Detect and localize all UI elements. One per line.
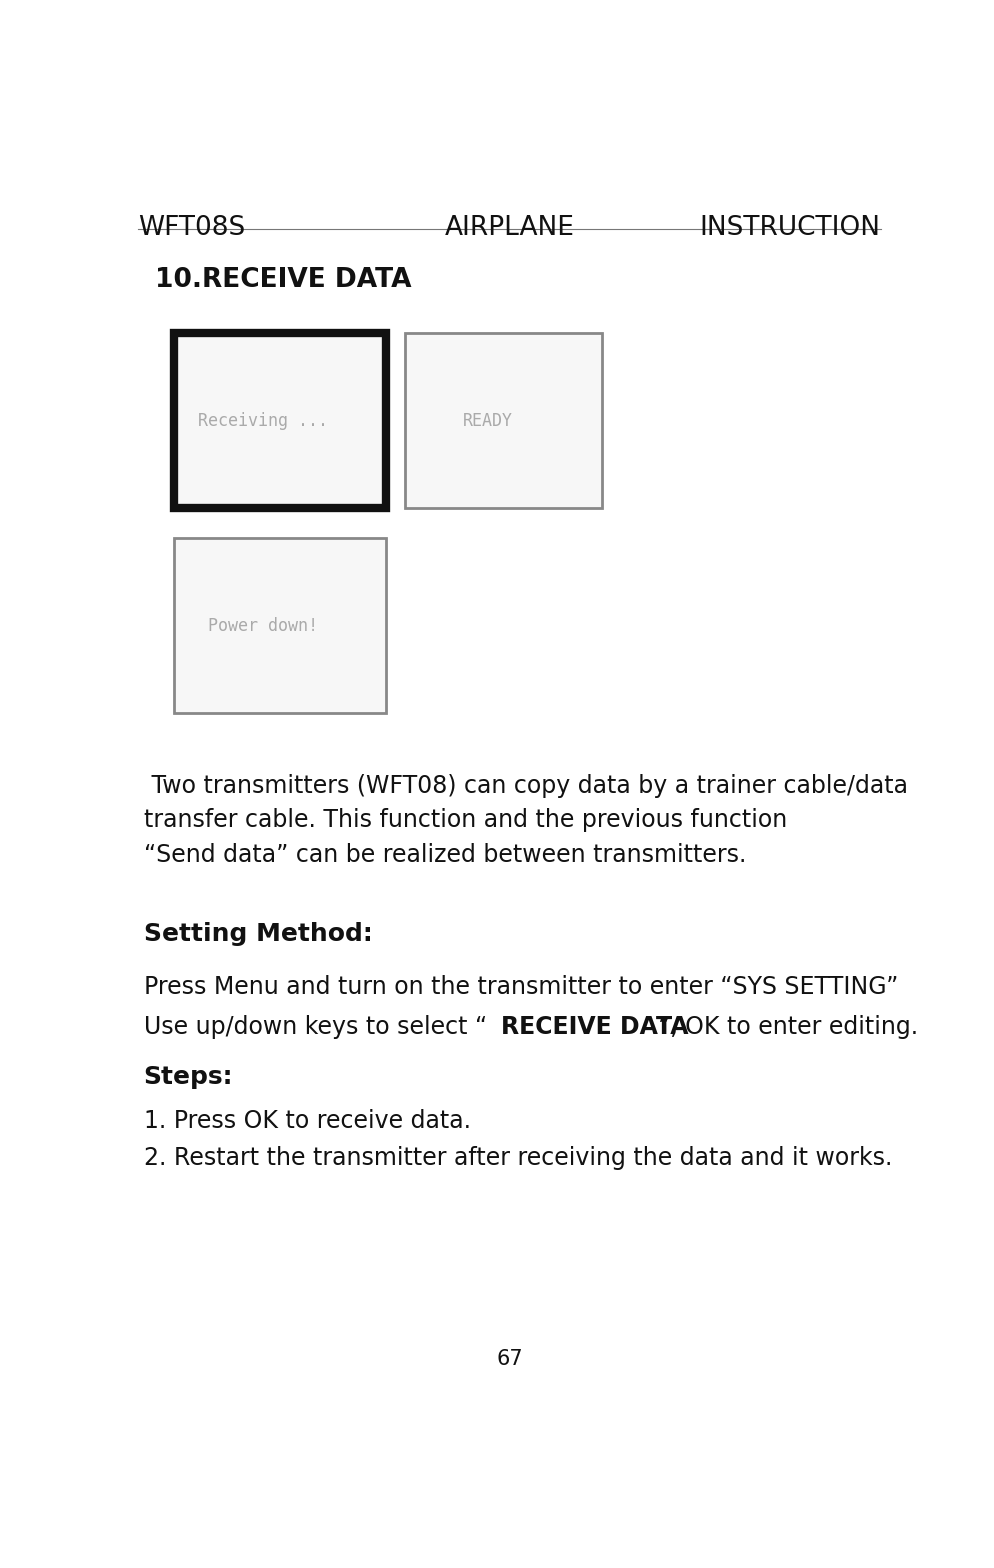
Text: 10.RECEIVE DATA: 10.RECEIVE DATA — [155, 267, 412, 293]
Text: RECEIVE DATA: RECEIVE DATA — [502, 1014, 689, 1040]
Text: 2. Restart the transmitter after receiving the data and it works.: 2. Restart the transmitter after receivi… — [143, 1146, 892, 1170]
Text: Power down!: Power down! — [209, 616, 318, 635]
Text: Setting Method:: Setting Method: — [143, 922, 373, 946]
Text: Press Menu and turn on the transmitter to enter “SYS SETTING”: Press Menu and turn on the transmitter t… — [143, 975, 898, 999]
Text: AIRPLANE: AIRPLANE — [444, 215, 575, 241]
Text: Receiving ...: Receiving ... — [198, 411, 328, 430]
Text: ”, OK to enter editing.: ”, OK to enter editing. — [658, 1014, 918, 1040]
Text: INSTRUCTION: INSTRUCTION — [700, 215, 881, 241]
Text: Use up/down keys to select “: Use up/down keys to select “ — [143, 1014, 487, 1040]
Bar — [174, 538, 387, 713]
Text: 67: 67 — [496, 1348, 523, 1369]
Bar — [406, 332, 602, 508]
Bar — [174, 332, 387, 508]
Text: WFT08S: WFT08S — [138, 215, 246, 241]
Text: Two transmitters (WFT08) can copy data by a trainer cable/data
transfer cable. T: Two transmitters (WFT08) can copy data b… — [143, 773, 908, 867]
Text: 1. Press OK to receive data.: 1. Press OK to receive data. — [143, 1110, 470, 1134]
Text: READY: READY — [463, 411, 513, 430]
Text: Steps:: Steps: — [143, 1065, 233, 1088]
